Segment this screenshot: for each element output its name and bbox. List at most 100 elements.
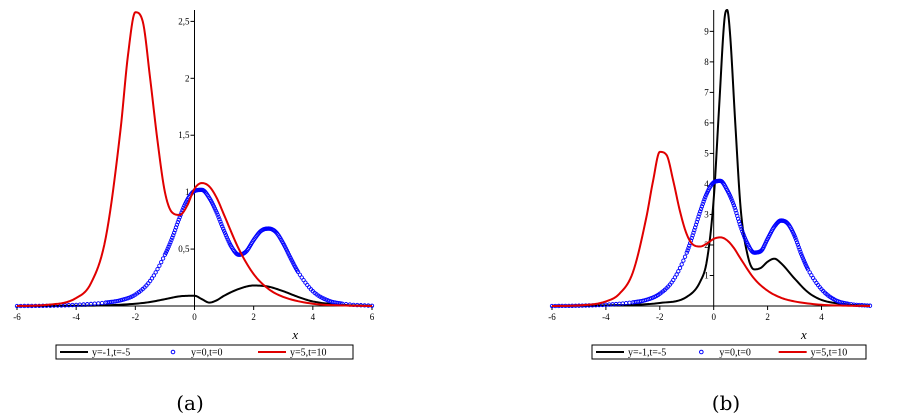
series-point-2 xyxy=(741,231,746,236)
series-point-2 xyxy=(159,260,164,265)
x-tick-label: 0 xyxy=(192,312,197,322)
series-point-2 xyxy=(703,194,708,200)
x-tick-label: 6 xyxy=(370,312,375,322)
x-axis-label: x xyxy=(800,327,807,342)
x-tick-label: -6 xyxy=(13,312,21,322)
series-point-2 xyxy=(168,240,173,245)
legend-label-3: y=5,t=10 xyxy=(811,348,848,359)
y-tick-label: 0,5 xyxy=(178,244,190,254)
y-tick-label: 5 xyxy=(704,148,709,158)
series-point-2 xyxy=(698,206,704,212)
x-tick-label: -6 xyxy=(548,312,556,322)
series-point-2 xyxy=(731,203,737,208)
series-point-2 xyxy=(698,209,703,214)
series-point-2 xyxy=(687,243,692,248)
series-point-2 xyxy=(797,247,802,252)
series-point-2 xyxy=(793,235,798,240)
legend-swatch-2 xyxy=(699,349,704,355)
series-point-2 xyxy=(681,258,686,263)
series-point-2 xyxy=(220,224,225,229)
series-point-2 xyxy=(738,224,743,229)
series-line-1 xyxy=(17,284,373,307)
series-point-2 xyxy=(692,227,697,233)
panel-a: -6 -4 -2 0 2 4 6 0,5 1 1,5 2 2,5 x y=-1,t=-5 y=0,t=0 y=… xyxy=(13,10,375,415)
series-point-2 xyxy=(798,249,803,255)
series-point-2 xyxy=(122,297,127,302)
panel-caption: (a) xyxy=(176,391,204,415)
series-point-2 xyxy=(740,229,745,234)
panel-b: -6 -4 -2 0 2 4 1 2 3 4 5 6 7 8 9 x y=-1,t=-5 y=0,t=0 y=5,t… xyxy=(548,8,873,415)
series-point-2 xyxy=(732,205,737,210)
series-point-2 xyxy=(329,299,334,304)
y-tick-label: 7 xyxy=(704,87,709,97)
series-point-2 xyxy=(805,267,811,272)
legend-label-2: y=0,t=0 xyxy=(191,348,223,359)
series-point-2 xyxy=(218,219,223,224)
series-point-2 xyxy=(792,233,797,238)
series-point-2 xyxy=(796,245,801,250)
y-tick-label: 2 xyxy=(185,73,190,83)
y-tick-label: 3 xyxy=(704,209,709,219)
series-point-2 xyxy=(699,204,705,209)
series-point-2 xyxy=(149,276,155,281)
x-tick-label: 4 xyxy=(311,312,316,322)
series-point-2 xyxy=(794,240,800,245)
series-point-2 xyxy=(674,272,679,277)
y-tick-label: 1,5 xyxy=(178,130,190,140)
series-line-3 xyxy=(551,150,871,307)
panel-caption: (b) xyxy=(712,391,740,415)
series-line-1 xyxy=(551,8,871,307)
y-tick-label: 4 xyxy=(704,179,709,189)
series-point-2 xyxy=(742,235,747,241)
legend-swatch-2 xyxy=(170,349,176,355)
series-point-2 xyxy=(160,256,166,261)
series-point-2 xyxy=(165,246,170,251)
legend-label-3: y=5,t=10 xyxy=(290,348,327,359)
series-point-2 xyxy=(171,233,176,238)
series-point-2 xyxy=(225,237,230,242)
series-point-2 xyxy=(216,214,221,220)
legend-label-2: y=0,t=0 xyxy=(719,348,751,359)
series-point-2 xyxy=(123,296,129,301)
y-tick-label: 2,5 xyxy=(178,16,190,26)
series-point-2 xyxy=(737,222,742,227)
series-point-2 xyxy=(695,217,700,222)
series-point-2 xyxy=(701,199,706,204)
series-point-2 xyxy=(99,300,105,306)
series-point-2 xyxy=(729,196,734,202)
series-point-2 xyxy=(155,266,160,272)
legend-box xyxy=(591,344,867,360)
x-axis-label: x xyxy=(291,327,298,342)
series-point-2 xyxy=(800,256,806,261)
series-point-2 xyxy=(794,237,799,243)
series-point-2 xyxy=(223,233,229,238)
series-line-3 xyxy=(16,11,373,307)
series-point-2 xyxy=(684,250,689,255)
series-point-2 xyxy=(174,222,180,227)
series-point-2 xyxy=(151,273,156,278)
legend-box xyxy=(55,344,354,360)
series-point-2 xyxy=(327,298,332,304)
series-point-2 xyxy=(221,228,227,234)
series-point-2 xyxy=(219,221,224,227)
x-tick-label: 0 xyxy=(711,312,716,322)
y-tick-label: 1 xyxy=(185,187,190,197)
x-tick-label: -4 xyxy=(602,312,610,322)
series-point-2 xyxy=(170,235,175,240)
series-point-2 xyxy=(215,212,220,217)
x-tick-label: 2 xyxy=(251,312,256,322)
y-tick-label: 1 xyxy=(704,270,709,280)
series-point-2 xyxy=(730,198,735,204)
series-point-2 xyxy=(697,211,702,217)
series-point-2 xyxy=(795,242,801,247)
series-point-2 xyxy=(175,220,181,225)
series-point-2 xyxy=(295,269,301,274)
series-point-2 xyxy=(222,230,228,236)
legend-label-1: y=-1,t=-5 xyxy=(628,348,666,359)
series-point-2 xyxy=(120,297,125,302)
series-point-2 xyxy=(157,263,162,268)
x-tick-label: -2 xyxy=(656,312,664,322)
series-point-2 xyxy=(213,208,218,213)
series-point-2 xyxy=(212,206,217,211)
